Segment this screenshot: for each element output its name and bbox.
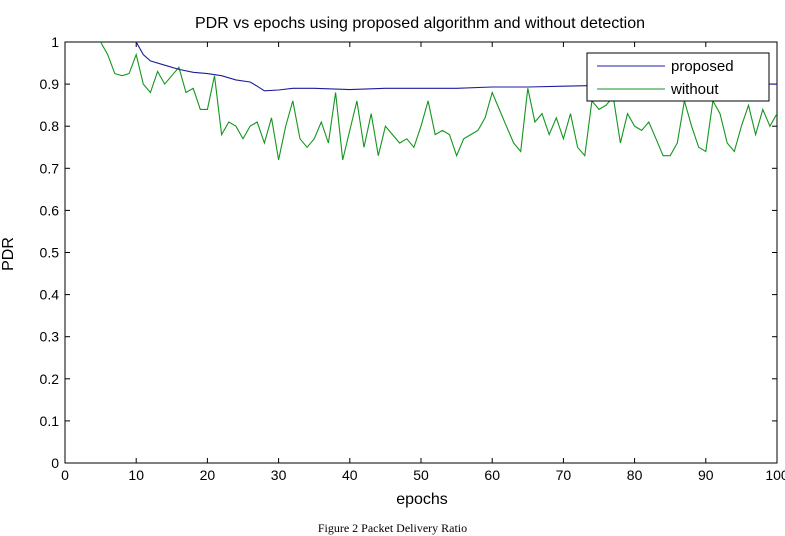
pdr-chart: PDR vs epochs using proposed algorithm a… xyxy=(0,15,785,508)
x-tick-label: 30 xyxy=(271,467,287,483)
x-tick-label: 60 xyxy=(484,467,500,483)
axis-ticks: 0 10 20 30 40 50 60 70 80 90 100 0 0.1 0.2 0.3 0.4 0.5 0.… xyxy=(40,34,785,483)
y-tick-label: 0.3 xyxy=(40,329,60,345)
y-tick-label: 0.1 xyxy=(40,413,60,429)
chart-title: PDR vs epochs using proposed algorithm a… xyxy=(195,15,645,32)
y-tick-label: 0.6 xyxy=(40,202,60,218)
y-tick-label: 0 xyxy=(51,455,59,471)
legend-label-without: without xyxy=(670,81,719,98)
plot-area xyxy=(64,41,778,464)
y-tick-label: 0.2 xyxy=(40,371,60,387)
x-tick-label: 80 xyxy=(627,467,643,483)
y-tick-label: 1 xyxy=(51,34,59,50)
x-tick-label: 10 xyxy=(128,467,144,483)
legend: proposed without xyxy=(586,52,770,102)
series-line-without xyxy=(100,42,777,161)
figure-caption: Figure 2 Packet Delivery Ratio xyxy=(317,521,468,535)
x-tick-label: 20 xyxy=(200,467,216,483)
x-tick-label: 90 xyxy=(698,467,714,483)
y-tick-label: 0.7 xyxy=(40,160,60,176)
legend-box xyxy=(586,52,770,102)
x-tick-label: 40 xyxy=(342,467,358,483)
y-tick-label: 0.5 xyxy=(40,245,60,261)
y-tick-label: 0.4 xyxy=(40,287,60,303)
x-tick-label: 0 xyxy=(61,467,69,483)
y-tick-label: 0.8 xyxy=(40,118,60,134)
x-tick-label: 100 xyxy=(765,467,785,483)
x-tick-label: 50 xyxy=(413,467,429,483)
legend-label-proposed: proposed xyxy=(671,58,734,75)
axes-box xyxy=(64,41,778,464)
y-axis-label: PDR xyxy=(0,237,17,271)
x-tick-label: 70 xyxy=(556,467,572,483)
x-axis-label: epochs xyxy=(396,491,448,508)
y-tick-label: 0.9 xyxy=(40,76,60,92)
